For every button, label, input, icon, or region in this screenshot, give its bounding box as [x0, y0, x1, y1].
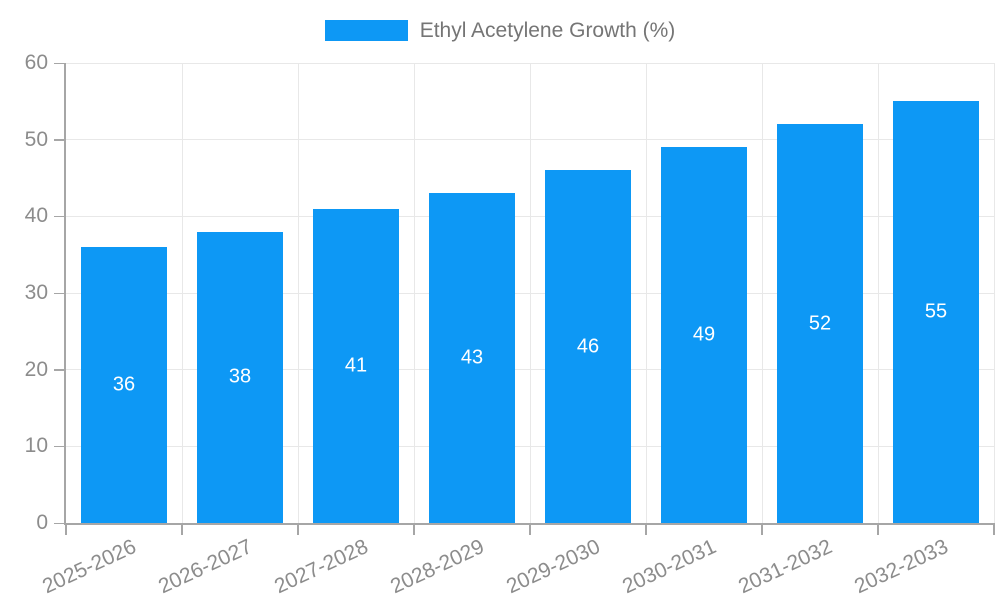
x-axis-line: [66, 523, 994, 525]
x-gridline: [529, 63, 531, 523]
bar[interactable]: [429, 193, 515, 523]
y-tick-label: 50: [24, 127, 48, 151]
bar-value-label: 43: [460, 346, 484, 369]
y-axis-tick: [54, 62, 66, 64]
x-gridline: [181, 63, 183, 523]
x-axis-tick: [761, 523, 763, 535]
legend-label: Ethyl Acetylene Growth (%): [419, 19, 676, 42]
x-gridline: [413, 63, 415, 523]
x-gridline: [297, 63, 299, 523]
y-axis-tick: [54, 139, 66, 141]
bar-value-label: 46: [576, 335, 600, 358]
y-axis-tick: [54, 369, 66, 371]
bar-value-label: 49: [692, 323, 716, 346]
x-tick-label: 2029-2030: [502, 535, 604, 599]
x-axis-tick: [993, 523, 995, 535]
x-tick-label: 2030-2031: [618, 535, 720, 599]
x-axis-tick: [413, 523, 415, 535]
y-tick-label: 0: [36, 511, 48, 534]
x-gridline: [993, 63, 995, 523]
bar[interactable]: [313, 208, 399, 523]
bar[interactable]: [661, 147, 747, 523]
bar-value-label: 52: [808, 312, 832, 335]
y-tick-label: 30: [24, 281, 48, 304]
bar[interactable]: [545, 170, 631, 523]
y-axis-tick: [54, 522, 66, 524]
x-tick-label: 2026-2027: [154, 535, 256, 599]
y-tick-label: 10: [24, 434, 48, 458]
bar[interactable]: [777, 124, 863, 523]
y-tick-label: 40: [24, 204, 48, 228]
legend[interactable]: Ethyl Acetylene Growth (%): [0, 20, 1000, 41]
x-axis-tick: [297, 523, 299, 535]
x-tick-label: 2028-2029: [386, 535, 488, 599]
bar-value-label: 55: [924, 300, 948, 323]
y-tick-label: 20: [24, 357, 48, 381]
x-axis-tick: [529, 523, 531, 535]
x-gridline: [645, 63, 647, 523]
y-axis-line: [64, 63, 66, 525]
x-tick-label: 2032-2033: [850, 535, 952, 599]
bar[interactable]: [81, 247, 167, 523]
x-tick-label: 2027-2028: [270, 535, 372, 599]
bar-value-label: 41: [344, 354, 368, 377]
bar-value-label: 36: [112, 373, 136, 396]
x-tick-label: 2025-2026: [38, 535, 140, 599]
y-axis-tick: [54, 292, 66, 294]
x-axis-tick: [645, 523, 647, 535]
y-axis-tick: [54, 445, 66, 448]
x-axis-tick: [181, 523, 183, 535]
x-gridline: [761, 63, 763, 523]
bar[interactable]: [893, 101, 979, 523]
y-tick-label: 60: [24, 51, 48, 74]
legend-swatch: [324, 20, 408, 41]
x-gridline: [877, 63, 879, 523]
x-axis-tick: [877, 523, 879, 535]
x-axis-tick: [65, 523, 67, 535]
y-axis-tick: [54, 215, 66, 218]
bar[interactable]: [197, 231, 283, 523]
x-tick-label: 2031-2032: [734, 535, 836, 599]
bar-value-label: 38: [228, 365, 252, 388]
